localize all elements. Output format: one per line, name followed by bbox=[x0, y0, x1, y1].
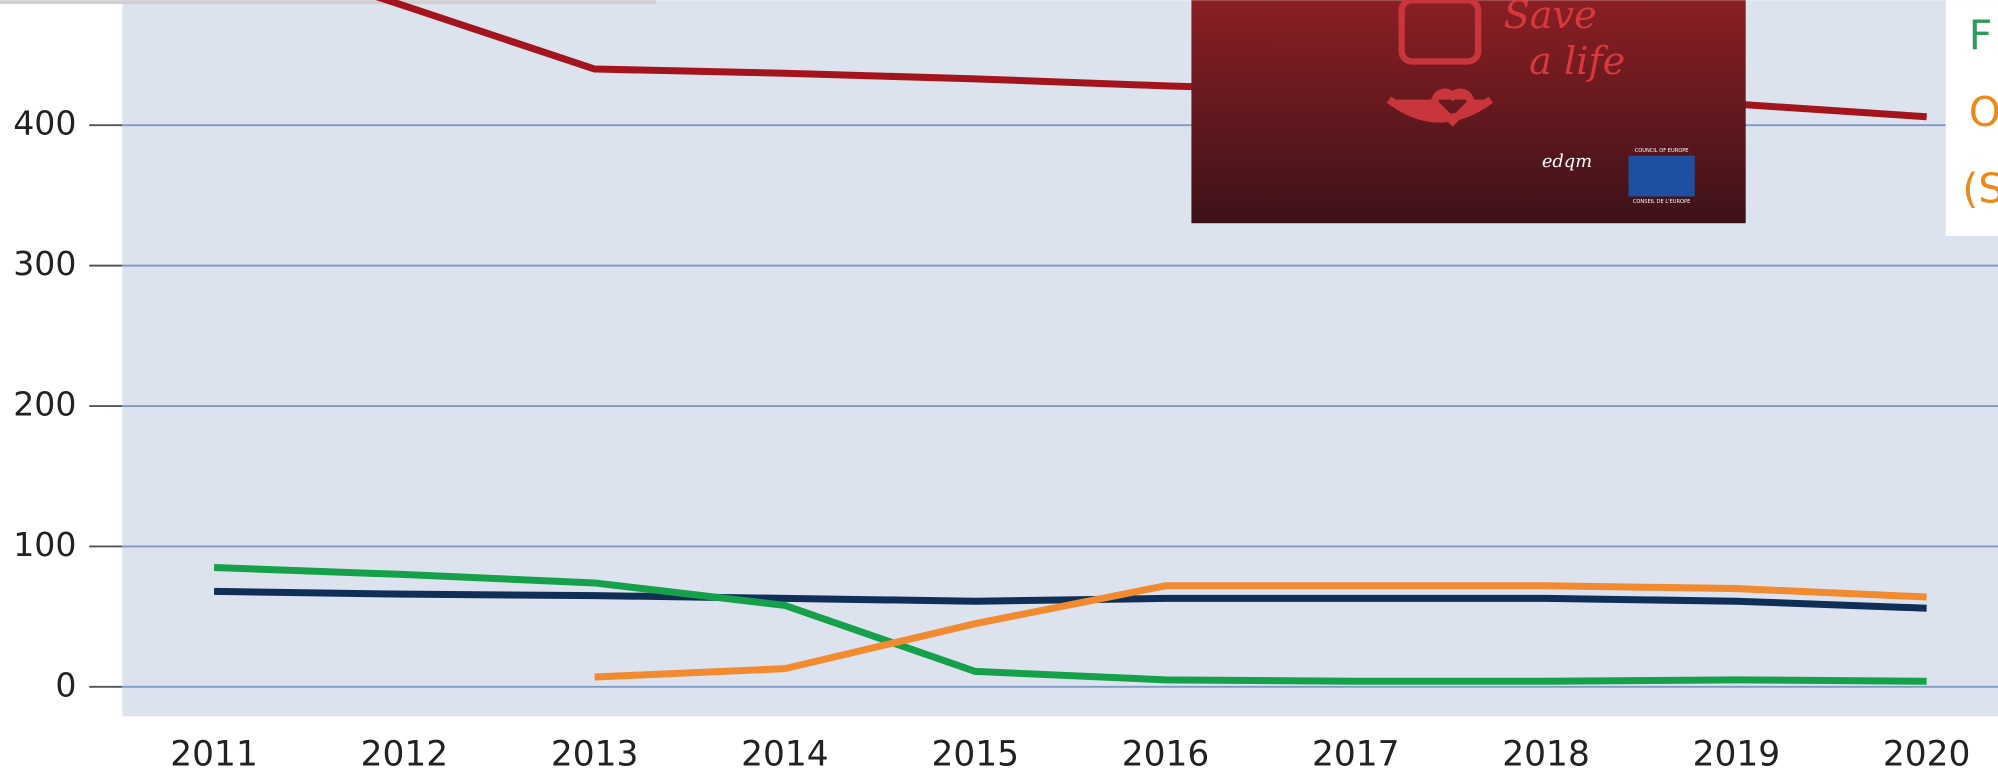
poster-org: CONSEIL DE L'EUROPE bbox=[1633, 199, 1690, 205]
x-tick-label: 2018 bbox=[1502, 734, 1590, 774]
poster-slogan: a life bbox=[1529, 40, 1625, 84]
overlay-edge bbox=[0, 0, 657, 5]
series-line bbox=[213, 563, 1927, 685]
x-tick-label: 2014 bbox=[741, 734, 829, 774]
y-tick-label: 300 bbox=[13, 244, 76, 283]
x-tick-label: 2013 bbox=[551, 734, 639, 774]
side-legend-text: F bbox=[1969, 11, 1992, 59]
poster-heart bbox=[1386, 88, 1494, 127]
x-tick-label: 2019 bbox=[1693, 734, 1781, 774]
poster-slogan: Save bbox=[1504, 0, 1597, 38]
side-legend-text: (S bbox=[1962, 164, 1998, 212]
x-tick-label: 2020 bbox=[1883, 734, 1971, 774]
y-tick-label: 400 bbox=[13, 104, 76, 143]
x-tick-label: 2016 bbox=[1122, 734, 1210, 774]
poster-bag bbox=[1398, 0, 1482, 65]
x-tick-label: 2015 bbox=[931, 734, 1019, 774]
x-tick-label: 2011 bbox=[170, 734, 258, 774]
series-line bbox=[594, 582, 1927, 681]
y-tick-label: 200 bbox=[13, 385, 76, 424]
x-tick-label: 2017 bbox=[1312, 734, 1400, 774]
x-tick-label: 2012 bbox=[361, 734, 449, 774]
poster-org: COUNCIL OF EUROPE bbox=[1635, 148, 1689, 154]
coe-flag bbox=[1628, 155, 1695, 197]
series-line bbox=[214, 587, 1927, 612]
y-tick-label: 0 bbox=[55, 665, 76, 704]
y-tick-label: 100 bbox=[13, 525, 76, 564]
poster: Save a life edqm COUNCIL OF EUROPE CONSE… bbox=[1191, 0, 1746, 224]
side-legend-text: O bbox=[1969, 88, 1998, 136]
side-legend-bg bbox=[1945, 0, 1998, 236]
poster-logo: edqm bbox=[1542, 151, 1592, 172]
